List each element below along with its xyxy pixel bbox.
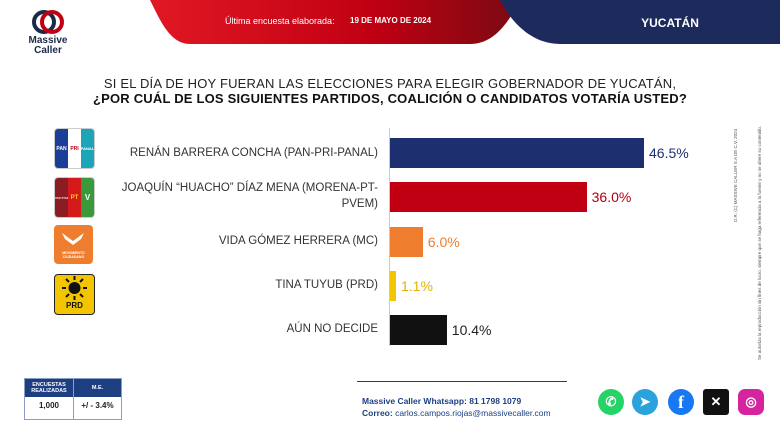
pan-pri-panal-logo: PAN PRI PANAL [54, 128, 95, 169]
prd-logo: PRD [54, 274, 95, 315]
bar-value-label: 36.0% [591, 189, 632, 205]
telegram-icon[interactable]: ➤ [632, 389, 658, 415]
movimiento-ciudadano-logo: MOVIMIENTO CIUDADANO [54, 225, 93, 264]
reproduction-note: Se autoriza la reproducción sin fines de… [757, 125, 762, 360]
candidate-label: AÚN NO DECIDE [286, 323, 378, 335]
eagle-icon [62, 233, 84, 245]
candidate-label: JOAQUÍN “HUACHO” DÍAZ MENA (MORENA-PT-PV… [121, 182, 378, 210]
question-line-1: SI EL DÍA DE HOY FUERAN LAS ELECCIONES P… [103, 76, 677, 91]
copyright-note: D.R. (C) MASSIVE CALLER S.A DE C.V. 2024 [733, 128, 738, 222]
candidate-label: VIDA GÓMEZ HERRERA (MC) [218, 235, 378, 247]
whatsapp-icon[interactable]: ✆ [598, 389, 624, 415]
email-contact: Correo: carlos.campos.riojas@massivecall… [362, 408, 551, 418]
table-divider [73, 379, 74, 419]
stats-table: ENCUESTAS REALIZADAS M.E. 1,000 +/ - 3.4… [24, 378, 122, 420]
brand-name: Massive Caller [28, 35, 68, 56]
table-header-margin: M.E. [74, 379, 121, 397]
facebook-icon[interactable]: f [668, 389, 694, 415]
header-banner [150, 0, 780, 44]
bar-0 [390, 138, 644, 168]
email-link[interactable]: carlos.campos.riojas@massivecaller.com [395, 408, 551, 418]
bar-3 [390, 271, 396, 301]
x-icon[interactable]: ✕ [703, 389, 729, 415]
bar-value-label: 10.4% [451, 322, 492, 338]
survey-label: Última encuesta elaborada: [225, 16, 335, 26]
candidate-label: TINA TUYUB (PRD) [275, 279, 378, 291]
instagram-icon[interactable]: ◎ [738, 389, 764, 415]
survey-date: 19 DE MAYO DE 2024 [350, 16, 432, 25]
question-line-2: ¿POR CUÁL DE LOS SIGUIENTES PARTIDOS, CO… [92, 91, 687, 106]
whatsapp-contact: Massive Caller Whatsapp: 81 1798 1079 [362, 396, 522, 406]
morena-pt-pvem-logo: morena PT V [54, 177, 95, 218]
chart-axis [389, 128, 390, 346]
region-label: YUCATÁN [641, 16, 699, 30]
bar-value-label: 1.1% [401, 278, 433, 294]
massive-caller-logo-icon [32, 10, 64, 34]
bar-1 [390, 182, 587, 212]
bar-value-label: 6.0% [427, 234, 460, 250]
contact-divider [357, 381, 567, 382]
candidate-label: RENÁN BARRERA CONCHA (PAN-PRI-PANAL) [129, 147, 378, 159]
bar-value-label: 46.5% [649, 145, 689, 161]
table-header-surveys: ENCUESTAS REALIZADAS [25, 379, 73, 397]
table-cell-margin: +/ - 3.4% [81, 401, 114, 410]
sun-icon [62, 276, 87, 300]
bar-4 [390, 315, 447, 345]
bar-2 [390, 227, 423, 257]
table-cell-surveys: 1,000 [38, 401, 60, 410]
